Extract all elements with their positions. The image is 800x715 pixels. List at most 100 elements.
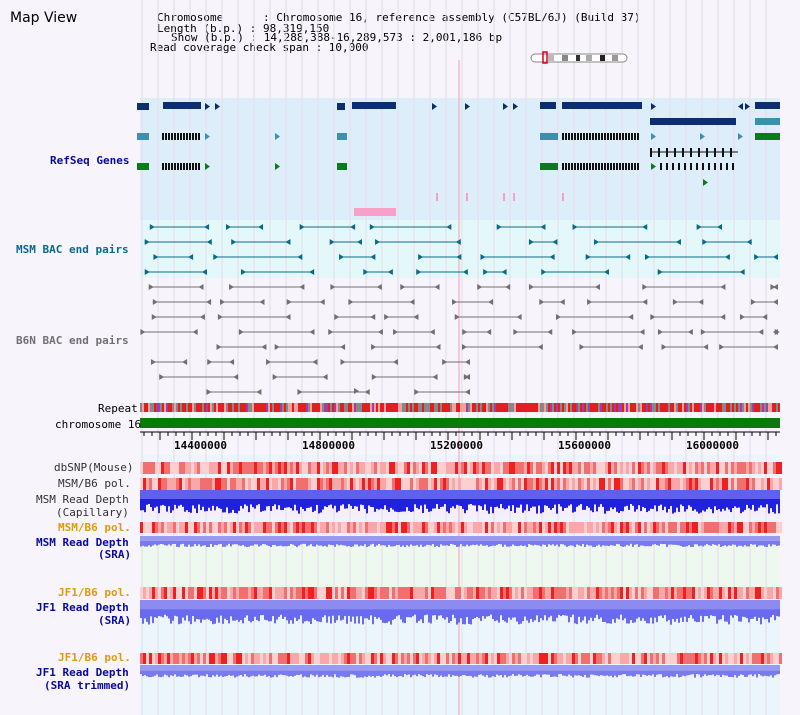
- depth-bar: [146, 490, 148, 499]
- depth-bar: [166, 665, 168, 671]
- depth-bar: [478, 498, 480, 506]
- depth-bar: [260, 609, 262, 616]
- heat-cell: [488, 462, 491, 474]
- heat-cell: [377, 462, 380, 474]
- heat-cell: [458, 522, 461, 533]
- heat-cell: [767, 478, 770, 490]
- repeat-block: [532, 403, 534, 412]
- depth-bar: [374, 665, 376, 671]
- heat-cell: [620, 478, 623, 490]
- heat-cell: [482, 587, 485, 599]
- depth-bar: [498, 490, 500, 499]
- depth-bar: [156, 540, 158, 546]
- exon: [192, 163, 194, 170]
- depth-bar: [266, 670, 268, 677]
- depth-bar: [304, 600, 306, 610]
- depth-bar: [332, 609, 334, 616]
- heat-cell: [677, 462, 680, 474]
- depth-bar: [150, 498, 152, 508]
- heat-cell: [395, 653, 398, 664]
- depth-bar: [460, 600, 462, 610]
- depth-bar: [684, 490, 686, 499]
- heat-cell: [284, 653, 287, 664]
- exon: [678, 163, 680, 170]
- depth-bar: [744, 609, 746, 618]
- depth-bar: [746, 540, 748, 547]
- bac-end: [637, 344, 643, 350]
- depth-bar: [562, 490, 564, 499]
- depth-bar: [626, 665, 628, 671]
- heat-cell: [146, 478, 149, 490]
- repeat-block: [162, 403, 164, 412]
- depth-bar: [362, 609, 364, 625]
- depth-bar: [324, 670, 326, 678]
- depth-bar: [216, 540, 218, 546]
- depth-bar: [680, 498, 682, 505]
- repeat-block: [656, 403, 658, 412]
- heat-cell: [704, 478, 707, 490]
- depth-bar: [526, 540, 528, 548]
- depth-bar: [468, 536, 470, 541]
- depth-bar: [608, 498, 610, 511]
- depth-bar: [734, 498, 736, 507]
- depth-bar: [636, 665, 638, 671]
- depth-bar: [750, 609, 752, 619]
- heat-cell: [392, 653, 395, 664]
- depth-bar: [452, 540, 454, 545]
- depth-bar: [516, 609, 518, 622]
- depth-bar: [410, 609, 412, 618]
- heat-cell: [740, 522, 743, 533]
- heat-cell: [533, 522, 536, 533]
- depth-bar: [686, 609, 688, 622]
- depth-bar: [572, 670, 574, 678]
- heat-cell: [305, 462, 308, 474]
- repeat-block: [472, 403, 474, 412]
- repeat-block: [258, 403, 260, 412]
- depth-bar: [576, 609, 578, 625]
- repeat-block: [140, 403, 142, 412]
- ideogram-band: [612, 55, 618, 61]
- heat-cell: [401, 653, 404, 664]
- depth-bar: [362, 490, 364, 499]
- heat-cell: [533, 587, 536, 599]
- repeat-block: [284, 403, 286, 412]
- bac-end: [537, 344, 543, 350]
- heat-cell: [656, 478, 659, 490]
- depth-bar: [208, 609, 210, 620]
- depth-bar: [678, 540, 680, 546]
- depth-bar: [690, 670, 692, 675]
- depth-bar: [388, 600, 390, 610]
- depth-bar: [156, 600, 158, 610]
- repeat-block: [486, 403, 488, 412]
- depth-bar: [358, 490, 360, 499]
- depth-bar: [246, 665, 248, 671]
- depth-bar: [404, 490, 406, 499]
- depth-bar: [218, 665, 220, 671]
- depth-bar: [366, 498, 368, 514]
- depth-bar: [642, 540, 644, 546]
- chromosome-ideogram[interactable]: [530, 53, 628, 63]
- depth-bar: [466, 600, 468, 610]
- depth-bar: [676, 498, 678, 508]
- depth-bar: [198, 536, 200, 541]
- heat-cell: [560, 462, 563, 474]
- depth-bar: [630, 609, 632, 621]
- depth-bar: [516, 536, 518, 541]
- heat-cell: [722, 522, 725, 533]
- depth-bar: [504, 670, 506, 675]
- depth-bar: [378, 498, 380, 510]
- depth-bar: [260, 670, 262, 676]
- heat-cell: [566, 587, 569, 599]
- depth-bar: [450, 498, 452, 508]
- ideogram-band: [586, 55, 592, 61]
- depth-bar: [510, 665, 512, 671]
- depth-bar: [284, 536, 286, 541]
- depth-bar: [390, 490, 392, 499]
- depth-bar: [748, 536, 750, 541]
- heat-cell: [470, 653, 473, 664]
- heat-cell: [419, 587, 422, 599]
- depth-bar: [142, 670, 144, 676]
- heat-cell: [443, 653, 446, 664]
